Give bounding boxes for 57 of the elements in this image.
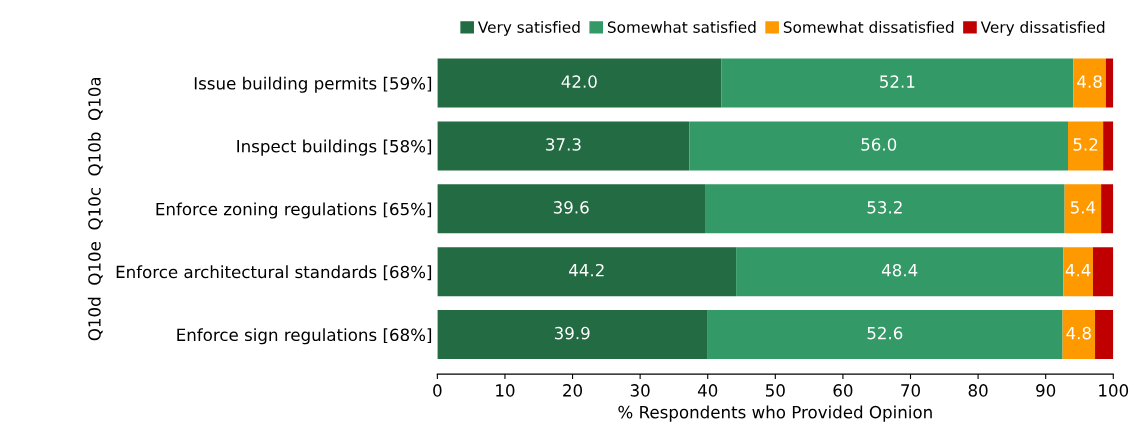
data-label: 4.8 <box>1077 75 1102 88</box>
x-tick-label: 60 <box>833 384 853 397</box>
bar <box>437 121 690 171</box>
y-tick-label: Inspect buildings [58%] <box>237 139 432 156</box>
bar <box>1105 58 1114 108</box>
data-label: 37.3 <box>546 138 581 151</box>
bar <box>1067 121 1104 171</box>
bar <box>1101 184 1114 234</box>
x-tick-label: 30 <box>630 384 650 397</box>
bar <box>689 121 1068 171</box>
bar <box>1073 58 1106 108</box>
data-label: 52.1 <box>880 75 915 88</box>
data-label: 4.8 <box>1066 326 1091 340</box>
data-label: 39.9 <box>554 326 590 340</box>
bar <box>1095 310 1114 360</box>
x-tick-label: 20 <box>563 384 583 397</box>
data-label: 39.6 <box>553 201 589 214</box>
x-tick-label: 10 <box>496 384 515 397</box>
data-label: 5.4 <box>1070 201 1096 214</box>
bar <box>1062 310 1096 360</box>
data-label: 56.0 <box>861 138 897 151</box>
data-label: 4.4 <box>1065 264 1091 277</box>
bar <box>1063 247 1093 297</box>
data-label: 48.4 <box>881 263 918 277</box>
legend-label: Somewhat satisfied <box>607 21 756 33</box>
data-label: 52.6 <box>867 326 903 340</box>
bar <box>437 247 737 297</box>
bar <box>437 58 722 108</box>
x-tick-label: 50 <box>766 384 785 397</box>
y-axis-title: Q10d Q10e Q10c Q10b Q10a <box>87 77 103 341</box>
bar <box>437 184 706 234</box>
data-label: 44.2 <box>569 263 604 277</box>
bar <box>707 310 1063 360</box>
data-label: 42.0 <box>561 75 597 88</box>
x-axis-title: % Respondents who Provided Opinion <box>618 405 932 422</box>
x-tick-label: 40 <box>697 384 718 397</box>
y-tick-label: Issue building permits [59%] <box>194 76 432 93</box>
x-tick-label: 80 <box>968 384 988 397</box>
bar <box>1064 184 1102 234</box>
data-label: 53.2 <box>867 201 902 214</box>
bar <box>1103 121 1114 171</box>
bar <box>705 184 1065 234</box>
bar <box>721 58 1074 108</box>
bar <box>1093 247 1114 297</box>
x-tick-label: 0 <box>433 384 442 397</box>
y-tick-label: Enforce architectural standards [68%] <box>116 265 432 281</box>
bar <box>437 310 708 360</box>
legend-label: Very satisfied <box>477 21 580 36</box>
x-tick-label: 70 <box>901 384 920 397</box>
y-tick-label: Enforce zoning regulations [65%] <box>156 202 432 219</box>
data-label: 5.2 <box>1073 138 1098 151</box>
legend-label: Somewhat dissatisfied <box>783 21 954 33</box>
x-tick-label: 90 <box>1036 384 1056 397</box>
bar <box>736 247 1064 297</box>
y-tick-label: Enforce sign regulations [68%] <box>177 328 432 345</box>
x-tick-label: 100 <box>1099 384 1129 397</box>
legend-label: Very dissatisfied <box>980 21 1105 36</box>
